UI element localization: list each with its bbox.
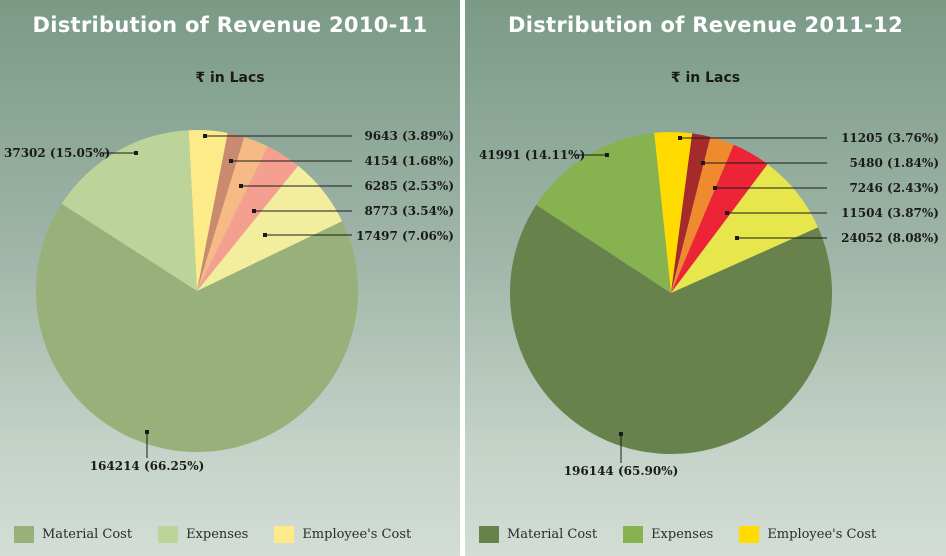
legend-label: Material Cost (507, 527, 598, 542)
slice-label: 6285 (2.53%) (364, 179, 454, 193)
pie-slice (197, 132, 245, 291)
leader-dot (263, 233, 267, 237)
leader-dot (725, 211, 729, 215)
legend-swatch (158, 526, 179, 543)
leader-dot (252, 209, 256, 213)
pie-slice (197, 165, 343, 291)
legend-item: Employee's Cost (274, 526, 411, 543)
legend-item: Material Cost (479, 526, 597, 543)
pie-chart-2010-11: 164214 (66.25%) 37302 (15.05%) 9643 (3.89%… (4, 129, 454, 473)
legend-swatch (739, 526, 760, 543)
legend-item: Expenses (623, 526, 713, 543)
pie-slice (61, 130, 198, 291)
leader-dot (678, 136, 682, 140)
slice-label: 7246 (2.43%) (849, 181, 939, 195)
slice-label: 9643 (3.89%) (364, 129, 454, 143)
slice-label: 37302 (15.05%) (4, 146, 110, 160)
slice-label: 17497 (7.06%) (356, 229, 454, 243)
legend-item: Expenses (158, 526, 248, 543)
legend-label: Employee's Cost (302, 527, 412, 542)
legend-swatch (14, 526, 34, 543)
legend: Material Cost Expenses Employee's Cost (14, 526, 437, 543)
slice-label: 196144 (65.90%) (564, 464, 679, 478)
legend-swatch (274, 526, 295, 543)
leader-dot (239, 184, 243, 188)
pie-slice (671, 136, 734, 293)
leader-dot (605, 153, 609, 157)
legend-swatch (479, 526, 499, 543)
legend-swatch (623, 526, 644, 543)
pie-slice (671, 133, 711, 293)
pie-slice (197, 137, 268, 291)
legend-item: Material Cost (14, 526, 132, 543)
pie-slice (35, 203, 358, 452)
leader-dot (735, 236, 739, 240)
legend-label: Employee's Cost (767, 527, 877, 542)
revenue-2011-12-panel: Distribution of Revenue 2011-12 ₹ in Lac… (465, 0, 946, 556)
pie-slice (509, 204, 832, 454)
legend-label: Expenses (651, 527, 714, 542)
revenue-2010-11-panel: Distribution of Revenue 2010-11 ₹ in Lac… (0, 0, 460, 556)
leader-dot (203, 134, 207, 138)
pie-slice (671, 144, 768, 293)
leader-dot (701, 161, 705, 165)
legend-label: Material Cost (42, 527, 133, 542)
pie-slice (536, 132, 671, 293)
chart-title: Distribution of Revenue 2011-12 (508, 13, 903, 37)
unit-label: ₹ in Lacs (195, 70, 265, 86)
legend: Material Cost Expenses Employee's Cost (479, 526, 902, 543)
slice-label: 4154 (1.68%) (364, 154, 454, 168)
pie-chart-2011-12: 196144 (65.90%) 41991 (14.11%) 11205 (3.76… (479, 131, 939, 478)
pie-slice (671, 164, 819, 293)
leader-dot (619, 432, 623, 436)
slice-label: 24052 (8.08%) (841, 231, 939, 245)
leader-dot (145, 430, 149, 434)
leader-dot (229, 159, 233, 163)
legend-label: Expenses (186, 527, 249, 542)
pie-slice (654, 132, 693, 293)
slice-label: 5480 (1.84%) (849, 156, 939, 170)
leader-dot (713, 186, 717, 190)
slice-label: 11205 (3.76%) (841, 131, 939, 145)
pie-slice (188, 129, 228, 291)
chart-title: Distribution of Revenue 2010-11 (32, 13, 428, 37)
unit-label: ₹ in Lacs (670, 70, 741, 86)
slice-label: 11504 (3.87%) (841, 206, 939, 220)
slice-label: 164214 (66.25%) (90, 459, 205, 473)
slice-label: 8773 (3.54%) (364, 204, 454, 218)
legend-item: Employee's Cost (739, 526, 876, 543)
slice-label: 41991 (14.11%) (479, 148, 585, 162)
leader-dot (134, 151, 138, 155)
pie-slice (197, 146, 299, 291)
